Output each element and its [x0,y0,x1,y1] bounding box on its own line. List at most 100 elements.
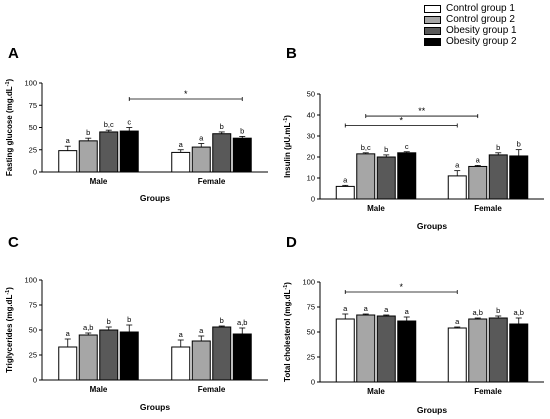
x-category-label: Female [198,385,226,394]
x-axis-label: Groups [140,193,170,203]
y-axis-label: Triglycerides (mg.dL-1) [5,287,14,373]
legend: Control group 1 Control group 2 Obesity gr… [424,3,548,47]
y-tick-label: 75 [307,303,315,312]
significance-letter: a [179,330,184,339]
significance-star: * [399,282,403,292]
panel-label: D [286,234,297,251]
bar [78,140,98,173]
significance-letter: b [496,143,500,152]
significance-letter: a,b [237,318,247,327]
legend-item: Obesity group 1 [424,25,548,36]
bar [447,175,467,200]
y-tick-label: 20 [307,153,315,162]
significance-letter: a [343,304,348,313]
x-category-label: Male [90,177,108,186]
chart-panel-a: A 0 25 50 75 100 Fasting glucose (mg.dL-1) a b b,… [5,45,268,203]
legend-label: Obesity group 1 [446,25,517,36]
significance-letter: b [496,306,500,315]
y-tick-label: 10 [307,174,315,183]
significance-letter: b [86,128,90,137]
y-tick-label: 25 [307,353,315,362]
y-tick-label: 25 [29,145,37,154]
significance-letter: a [343,175,348,184]
bar [119,130,139,173]
bar [171,151,191,173]
significance-letter: a [199,134,204,143]
significance-letter: a [199,326,204,335]
significance-star: ** [418,106,426,116]
bar [99,329,119,381]
y-tick-label: 0 [311,378,315,387]
significance-letter: a [66,136,71,145]
y-tick-label: 50 [29,123,37,132]
significance-letter: a [405,307,410,316]
bar [58,346,78,381]
panel-label: B [286,45,297,62]
panel-label: C [8,234,19,251]
bar [356,314,376,383]
y-tick-label: 0 [33,376,37,385]
x-category-label: Female [474,204,502,213]
chart-panel-d: D 0 25 50 75 100 Total cholesterol (mg.dL-1) a a… [283,234,544,415]
bar [468,165,488,200]
significance-letter: b,c [104,120,114,129]
significance-star: * [184,89,188,99]
y-axis-label: Insulin (µU.mL-1) [283,115,292,178]
legend-label: Control group 2 [446,14,515,25]
bar [488,154,508,200]
y-tick-label: 30 [307,132,315,141]
x-category-label: Male [367,387,385,396]
legend-item: Obesity group 2 [424,36,548,47]
bar [356,153,376,200]
bar [376,315,396,383]
bar [468,318,488,383]
bar [99,131,119,173]
bar [212,326,232,381]
x-category-label: Male [367,204,385,213]
chart-panel-c: C 0 25 50 75 100 Triglycerides (mg.dL-1) a a,b b b… [5,234,268,412]
bar [447,327,467,383]
significance-letter: c [127,118,131,127]
x-category-label: Male [90,385,108,394]
significance-letter: c [405,142,409,151]
x-axis-label: Groups [140,402,170,412]
bar [58,150,78,173]
bar [212,133,232,173]
bar [376,156,396,200]
y-tick-label: 50 [307,90,315,99]
y-tick-label: 0 [311,195,315,204]
bar [191,146,211,173]
legend-item: Control group 2 [424,14,548,25]
bar [509,155,529,200]
y-tick-label: 40 [307,111,315,120]
significance-letter: a,b [83,323,93,332]
y-tick-label: 0 [33,168,37,177]
x-category-label: Female [474,387,502,396]
significance-star: * [399,116,403,126]
significance-letter: b [240,126,244,135]
significance-letter: a [364,304,369,313]
legend-swatch [424,37,441,46]
bar [171,346,191,381]
bar [509,323,529,383]
legend-item: Control group 1 [424,3,548,14]
significance-letter: a [66,329,71,338]
bar [488,317,508,383]
significance-letter: a [455,161,460,170]
legend-swatch [424,4,441,13]
bar [191,340,211,381]
significance-letter: a,b [514,308,524,317]
y-tick-label: 100 [24,79,37,88]
x-category-label: Female [198,177,226,186]
bar [397,320,417,383]
significance-letter: b [220,122,224,131]
bar [232,333,252,381]
y-axis-label: Fasting glucose (mg.dL-1) [5,79,14,177]
significance-letter: b [107,317,111,326]
y-tick-label: 75 [29,101,37,110]
y-tick-label: 75 [29,301,37,310]
y-tick-label: 25 [29,351,37,360]
legend-swatch [424,15,441,24]
y-tick-label: 50 [29,326,37,335]
chart-panel-b: B 0 10 20 30 40 50 Insulin (µU.mL-1) a b,c b c Male a… [283,45,544,231]
